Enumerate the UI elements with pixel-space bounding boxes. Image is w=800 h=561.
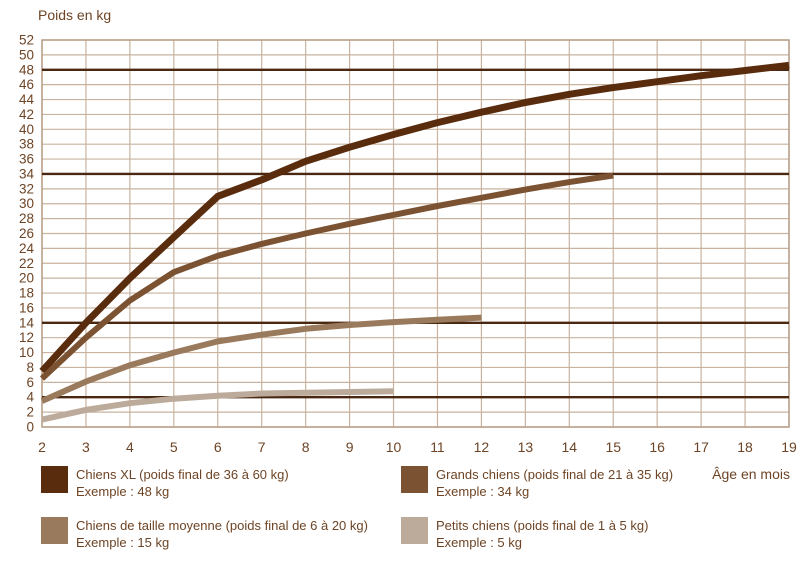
y-tick-label: 2 [26, 405, 34, 420]
y-tick-label: 6 [26, 375, 34, 390]
y-tick-label: 20 [19, 271, 34, 286]
y-tick-label: 42 [19, 107, 34, 122]
y-axis-title: Poids en kg [38, 7, 112, 23]
x-tick-label: 16 [649, 439, 665, 455]
x-tick-label: 2 [38, 439, 46, 455]
legend-label: Chiens de taille moyenne (poids final de… [76, 518, 368, 533]
y-tick-label: 0 [26, 420, 34, 435]
y-tick-label: 38 [19, 137, 34, 152]
curve-petits-chiens [41, 388, 394, 423]
legend-item-grands-chiens: Grands chiens (poids final de 21 à 35 kg… [401, 466, 673, 500]
y-tick-label: 40 [19, 122, 34, 137]
y-tick-label: 30 [19, 196, 34, 211]
x-tick-label: 15 [605, 439, 621, 455]
x-tick-label: 14 [562, 439, 578, 455]
y-tick-label: 24 [19, 241, 35, 256]
x-tick-label: 19 [781, 439, 797, 455]
y-tick-label: 12 [19, 330, 34, 345]
x-tick-label: 13 [518, 439, 534, 455]
x-tick-label: 12 [474, 439, 490, 455]
y-tick-label: 26 [19, 226, 34, 241]
y-tick-label: 48 [19, 62, 34, 77]
legend-swatch-grands-chiens [401, 466, 428, 493]
legend-item-chiens-xl: Chiens XL (poids final de 36 à 60 kg) Ex… [41, 466, 289, 500]
legend-example: Exemple : 5 kg [436, 535, 522, 550]
x-axis-title: Âge en mois [712, 466, 790, 482]
legend-example: Exemple : 48 kg [76, 484, 170, 499]
curve-chiens-de-taille-moyenne [40, 314, 482, 404]
curve-grands-chiens [39, 172, 614, 381]
x-tick-label: 6 [214, 439, 222, 455]
y-tick-label: 28 [19, 211, 34, 226]
legend-label: Chiens XL (poids final de 36 à 60 kg) [76, 467, 289, 482]
y-tick-label: 22 [19, 256, 34, 271]
y-tick-label: 34 [19, 166, 35, 181]
y-tick-label: 14 [19, 315, 35, 330]
x-tick-label: 18 [737, 439, 753, 455]
y-tick-label: 32 [19, 181, 34, 196]
x-tick-label: 5 [170, 439, 178, 455]
plot-border [41, 39, 790, 428]
x-tick-label: 8 [302, 439, 310, 455]
legend-swatch-chiens-xl [41, 466, 68, 493]
x-tick-label: 9 [346, 439, 354, 455]
curve-chiens-xl [39, 61, 790, 374]
x-tick-label: 7 [258, 439, 266, 455]
legend-example: Exemple : 34 kg [436, 484, 530, 499]
legend-label: Grands chiens (poids final de 21 à 35 kg… [436, 467, 674, 482]
y-tick-label: 44 [19, 92, 35, 107]
x-tick-label: 10 [386, 439, 402, 455]
y-tick-label: 50 [19, 47, 34, 62]
legend-swatch-petits-chiens [401, 517, 428, 544]
dog-growth-line-chart: 0246810121416182022242628303234363840424… [19, 33, 797, 456]
y-tick-label: 4 [26, 390, 34, 405]
y-tick-label: 10 [19, 345, 34, 360]
legend-item-petits-chiens: Petits chiens (poids final de 1 à 5 kg) … [401, 517, 648, 551]
legend-swatch-chiens-moyens [41, 517, 68, 544]
x-tick-label: 3 [82, 439, 90, 455]
y-tick-label: 52 [19, 33, 34, 48]
y-tick-label: 18 [19, 286, 34, 301]
y-tick-label: 36 [19, 152, 34, 167]
x-tick-label: 17 [693, 439, 709, 455]
x-tick-label: 4 [126, 439, 134, 455]
legend-item-chiens-moyens: Chiens de taille moyenne (poids final de… [41, 517, 368, 551]
x-tick-label: 11 [430, 439, 445, 455]
legend-example: Exemple : 15 kg [76, 535, 170, 550]
y-tick-label: 8 [26, 360, 34, 375]
y-tick-label: 46 [19, 77, 34, 92]
legend-label: Petits chiens (poids final de 1 à 5 kg) [436, 518, 649, 533]
y-tick-label: 16 [19, 300, 34, 315]
